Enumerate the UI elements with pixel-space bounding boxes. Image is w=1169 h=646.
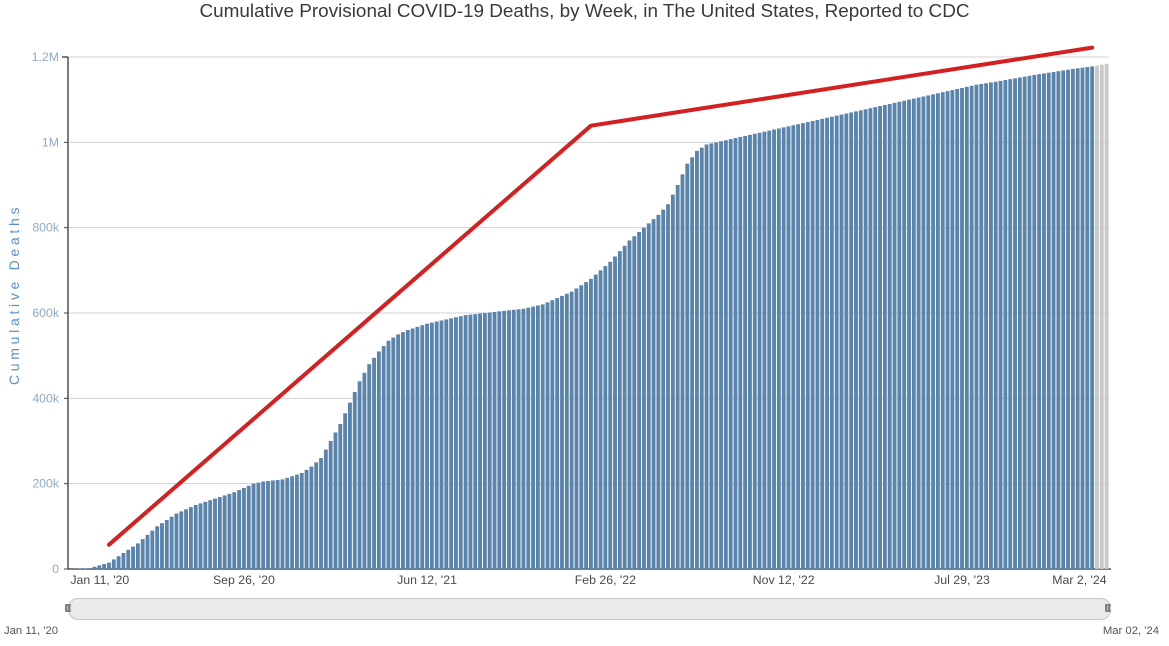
svg-text:0: 0 <box>52 562 59 576</box>
svg-text:200k: 200k <box>32 477 60 491</box>
svg-text:Jan 11, '20: Jan 11, '20 <box>70 573 129 587</box>
svg-text:1.2M: 1.2M <box>32 50 59 64</box>
svg-text:Jun 12, '21: Jun 12, '21 <box>397 573 457 587</box>
svg-text:Jul 29, '23: Jul 29, '23 <box>934 573 990 587</box>
svg-text:Feb 26, '22: Feb 26, '22 <box>575 573 636 587</box>
svg-text:1M: 1M <box>42 135 59 149</box>
svg-text:400k: 400k <box>32 391 60 405</box>
svg-text:Sep 26, '20: Sep 26, '20 <box>213 573 275 587</box>
svg-text:800k: 800k <box>32 221 60 235</box>
svg-text:Mar 2, '24: Mar 2, '24 <box>1052 573 1106 587</box>
svg-text:Nov 12, '22: Nov 12, '22 <box>753 573 815 587</box>
svg-text:600k: 600k <box>32 306 60 320</box>
